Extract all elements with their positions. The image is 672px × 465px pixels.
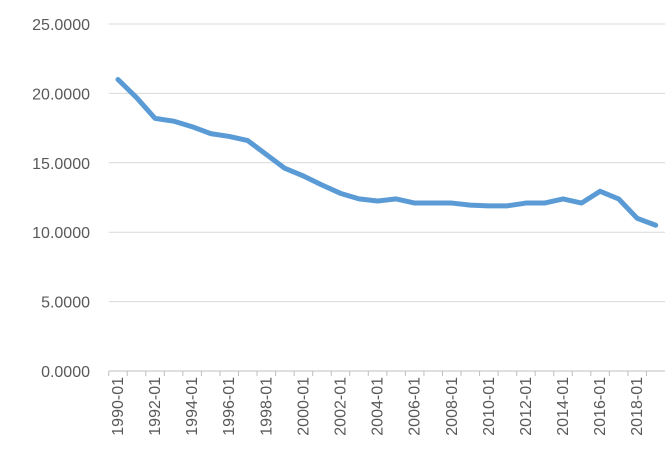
- y-tick-label: 10.0000: [32, 225, 90, 242]
- x-tick-label: 2008-01: [444, 377, 461, 436]
- x-tick-label: 2012-01: [518, 377, 535, 436]
- y-tick-label: 25.0000: [32, 17, 90, 34]
- x-tick-label: 1998-01: [258, 377, 275, 436]
- y-tick-label: 0.0000: [41, 364, 90, 381]
- x-tick-label: 1992-01: [147, 377, 164, 436]
- y-tick-label: 15.0000: [32, 156, 90, 173]
- x-tick-label: 2014-01: [555, 377, 572, 436]
- x-tick-label: 2010-01: [481, 377, 498, 436]
- x-tick-label: 1994-01: [184, 377, 201, 436]
- x-tick-label: 2002-01: [332, 377, 349, 436]
- x-tick-label: 2016-01: [592, 377, 609, 436]
- x-tick-label: 2004-01: [370, 377, 387, 436]
- y-tick-label: 5.0000: [41, 295, 90, 312]
- x-tick-label: 2000-01: [295, 377, 312, 436]
- y-tick-label: 20.0000: [32, 86, 90, 103]
- x-tick-label: 2018-01: [629, 377, 646, 436]
- x-tick-label: 1996-01: [221, 377, 238, 436]
- line: [115, 77, 659, 228]
- x-tick-label: 2006-01: [407, 377, 424, 436]
- x-tick-label: 1990-01: [110, 377, 127, 436]
